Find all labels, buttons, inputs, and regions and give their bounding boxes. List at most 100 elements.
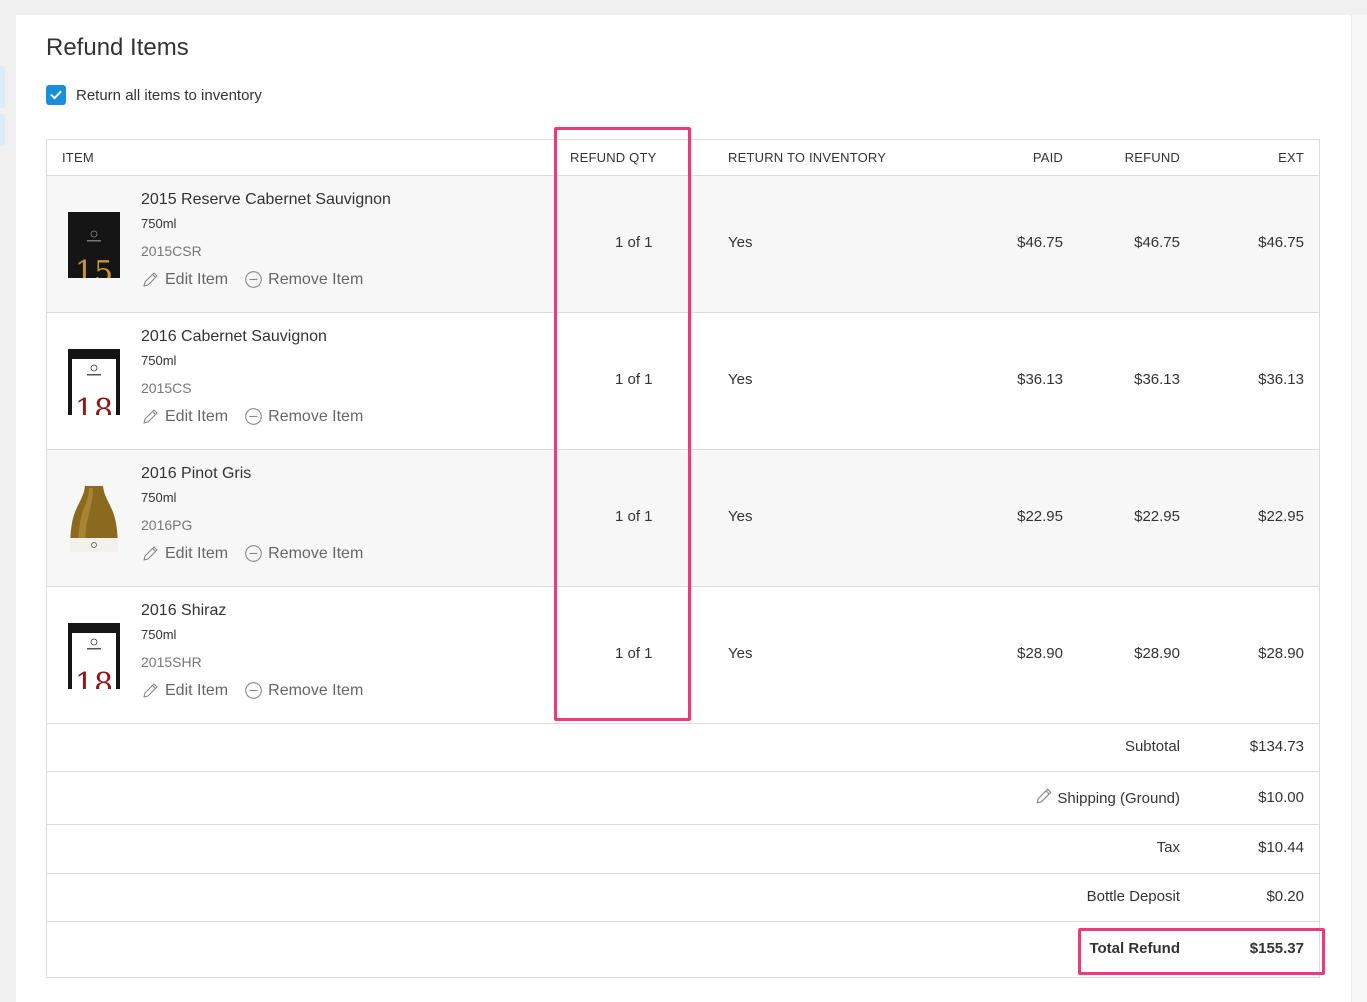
white-wine-bottle-icon [70,486,118,552]
item-name: 2016 Shiraz [141,602,227,619]
minus-circle-icon [245,682,262,699]
col-header-refund: REFUND [1124,150,1180,165]
remove-item-button[interactable]: Remove Item [244,407,363,426]
col-header-return-to-inventory: RETURN TO INVENTORY [728,150,887,165]
sidebar-tab[interactable] [0,114,5,146]
total-refund-label: Total Refund [1089,940,1180,957]
item-actions: Edit Item Remove Item [141,681,379,700]
refund-qty[interactable]: 1 of 1 [615,371,653,388]
refund-items-table: ITEM REFUND QTY RETURN TO INVENTORY PAID… [46,139,1320,978]
shipping-row: Shipping (Ground) $10.00 [47,772,1319,825]
shipping-label: Shipping (Ground) [1057,790,1180,807]
total-refund-value: $155.37 [1249,940,1304,957]
minus-circle-icon [245,271,262,288]
remove-item-label: Remove Item [268,407,364,425]
shipping-edit-link[interactable]: Shipping (Ground) [947,788,1180,807]
svg-text:18: 18 [75,393,113,415]
remove-item-label: Remove Item [268,270,364,288]
col-header-item: ITEM [62,150,94,165]
return-to-inventory-value: Yes [728,371,753,388]
shipping-value: $10.00 [1258,789,1304,806]
return-to-inventory-value: Yes [728,645,753,662]
minus-circle-icon [245,408,262,425]
table-row: 15 2015 Reserve Cabernet Sauvignon 750ml… [47,176,1319,313]
remove-item-button[interactable]: Remove Item [244,681,363,700]
ext-value: $36.13 [1258,371,1304,388]
remove-item-button[interactable]: Remove Item [244,270,363,289]
item-sku: 2015CSR [141,243,202,259]
remove-item-label: Remove Item [268,544,364,562]
return-to-inventory-value: Yes [728,508,753,525]
table-row: 18 2016 Cabernet Sauvignon 750ml 2015CS … [47,313,1319,450]
pencil-icon [143,409,158,424]
refund-value: $36.13 [1134,371,1180,388]
remove-item-button[interactable]: Remove Item [244,544,363,563]
pencil-icon [1037,788,1052,803]
item-size: 750ml [141,216,177,231]
table-header: ITEM REFUND QTY RETURN TO INVENTORY PAID… [47,140,1319,176]
item-actions: Edit Item Remove Item [141,270,379,289]
edit-item-button[interactable]: Edit Item [141,407,228,426]
paid-value: $28.90 [1017,645,1063,662]
item-sku: 2016PG [141,517,193,533]
col-header-ext: EXT [1278,150,1304,165]
return-all-checkbox[interactable] [46,85,66,105]
item-name: 2016 Pinot Gris [141,465,252,482]
table-row: 2016 Pinot Gris 750ml 2016PG Edit Item R… [47,450,1319,587]
item-actions: Edit Item Remove Item [141,407,379,426]
edit-item-button[interactable]: Edit Item [141,544,228,563]
item-sku: 2015CS [141,380,192,396]
subtotal-label: Subtotal [1124,738,1180,755]
col-header-refund-qty: REFUND QTY [570,150,657,165]
item-name: 2015 Reserve Cabernet Sauvignon [141,191,391,208]
dark-bottle-gold-15-icon: 15 [68,212,120,278]
check-icon [50,90,62,100]
svg-text:15: 15 [75,255,113,278]
tax-label: Tax [1156,839,1180,856]
bottle-deposit-row: Bottle Deposit $0.20 [47,874,1319,922]
edit-item-label: Edit Item [165,544,229,562]
edit-item-label: Edit Item [165,407,229,425]
left-sidebar-strip [0,0,16,1002]
tax-value: $10.44 [1258,839,1304,856]
paid-value: $36.13 [1017,371,1063,388]
edit-item-label: Edit Item [165,270,229,288]
sidebar-tab[interactable] [0,66,5,108]
item-size: 750ml [141,627,177,642]
bottle-deposit-value: $0.20 [1266,888,1304,905]
subtotal-value: $134.73 [1249,738,1304,755]
item-actions: Edit Item Remove Item [141,544,379,563]
remove-item-label: Remove Item [268,681,364,699]
page-title: Refund Items [46,34,189,61]
item-sku: 2015SHR [141,654,202,670]
table-row: 18 2016 Shiraz 750ml 2015SHR Edit Item R… [47,587,1319,724]
return-to-inventory-value: Yes [728,234,753,251]
bottle-deposit-label: Bottle Deposit [1086,888,1180,905]
pencil-icon [143,546,158,561]
refund-value: $46.75 [1134,234,1180,251]
col-header-paid: PAID [1032,150,1063,165]
dark-bottle-red-18-icon: 18 [68,623,120,689]
ext-value: $22.95 [1258,508,1304,525]
subtotal-row: Subtotal $134.73 [47,724,1319,772]
total-refund-row: Total Refund $155.37 [47,922,1319,977]
edit-item-button[interactable]: Edit Item [141,681,228,700]
svg-text:18: 18 [75,667,113,689]
ext-value: $28.90 [1258,645,1304,662]
edit-item-button[interactable]: Edit Item [141,270,228,289]
refund-qty[interactable]: 1 of 1 [615,234,653,251]
pencil-icon [143,272,158,287]
refund-value: $28.90 [1134,645,1180,662]
pencil-icon [143,683,158,698]
tax-row: Tax $10.44 [47,825,1319,874]
edit-item-label: Edit Item [165,681,229,699]
return-all-label: Return all items to inventory [76,86,262,104]
return-all-row[interactable]: Return all items to inventory [46,85,262,105]
scrollbar-track[interactable] [1351,15,1367,1002]
refund-qty[interactable]: 1 of 1 [615,645,653,662]
paid-value: $46.75 [1017,234,1063,251]
ext-value: $46.75 [1258,234,1304,251]
refund-qty[interactable]: 1 of 1 [615,508,653,525]
dark-bottle-red-18-icon: 18 [68,349,120,415]
item-size: 750ml [141,353,177,368]
